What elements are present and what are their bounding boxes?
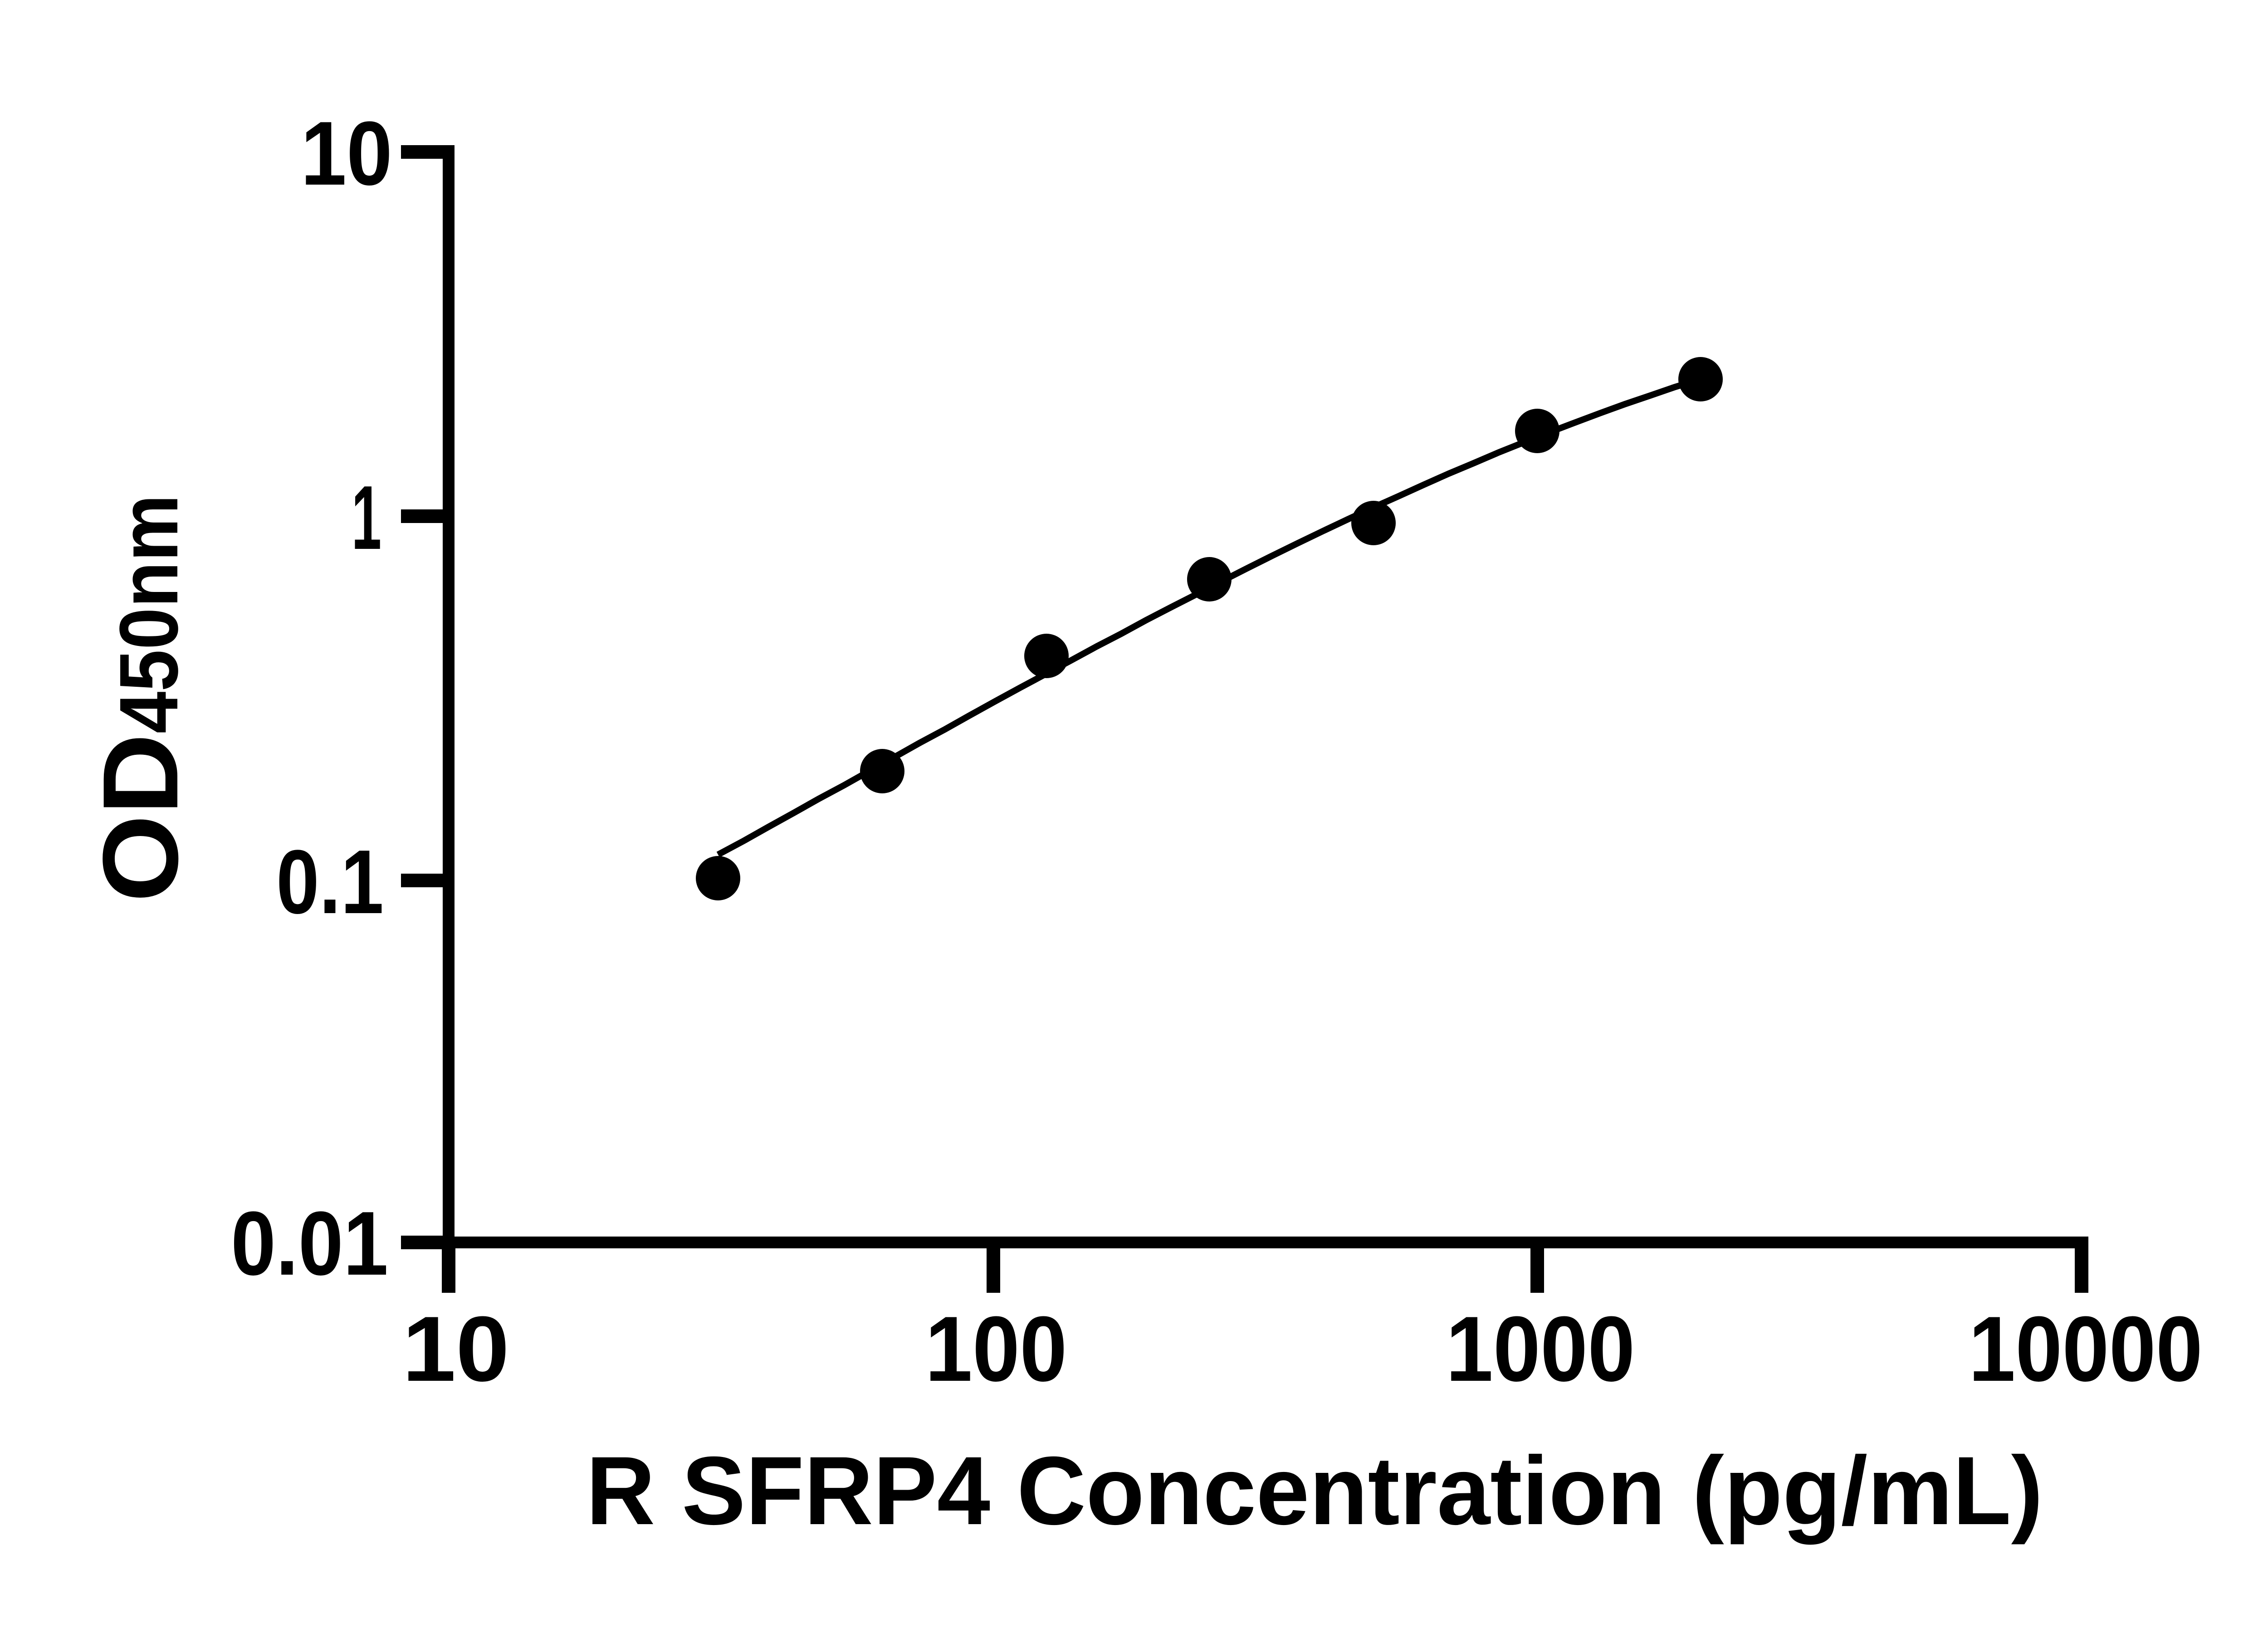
svg-text:0.1: 0.1 <box>276 831 384 933</box>
svg-text:1000: 1000 <box>1446 1297 1635 1401</box>
svg-text:0.01: 0.01 <box>231 1193 388 1294</box>
svg-text:10000: 10000 <box>1969 1297 2203 1401</box>
svg-text:1: 1 <box>352 467 381 568</box>
svg-text:10: 10 <box>402 1297 509 1401</box>
svg-text:10: 10 <box>301 103 392 204</box>
svg-text:100: 100 <box>925 1297 1067 1401</box>
svg-text:OD: OD <box>81 733 200 902</box>
svg-text:450nm: 450nm <box>102 494 195 733</box>
svg-text:R SFRP4 Concentration (pg/mL): R SFRP4 Concentration (pg/mL) <box>586 1437 2043 1545</box>
